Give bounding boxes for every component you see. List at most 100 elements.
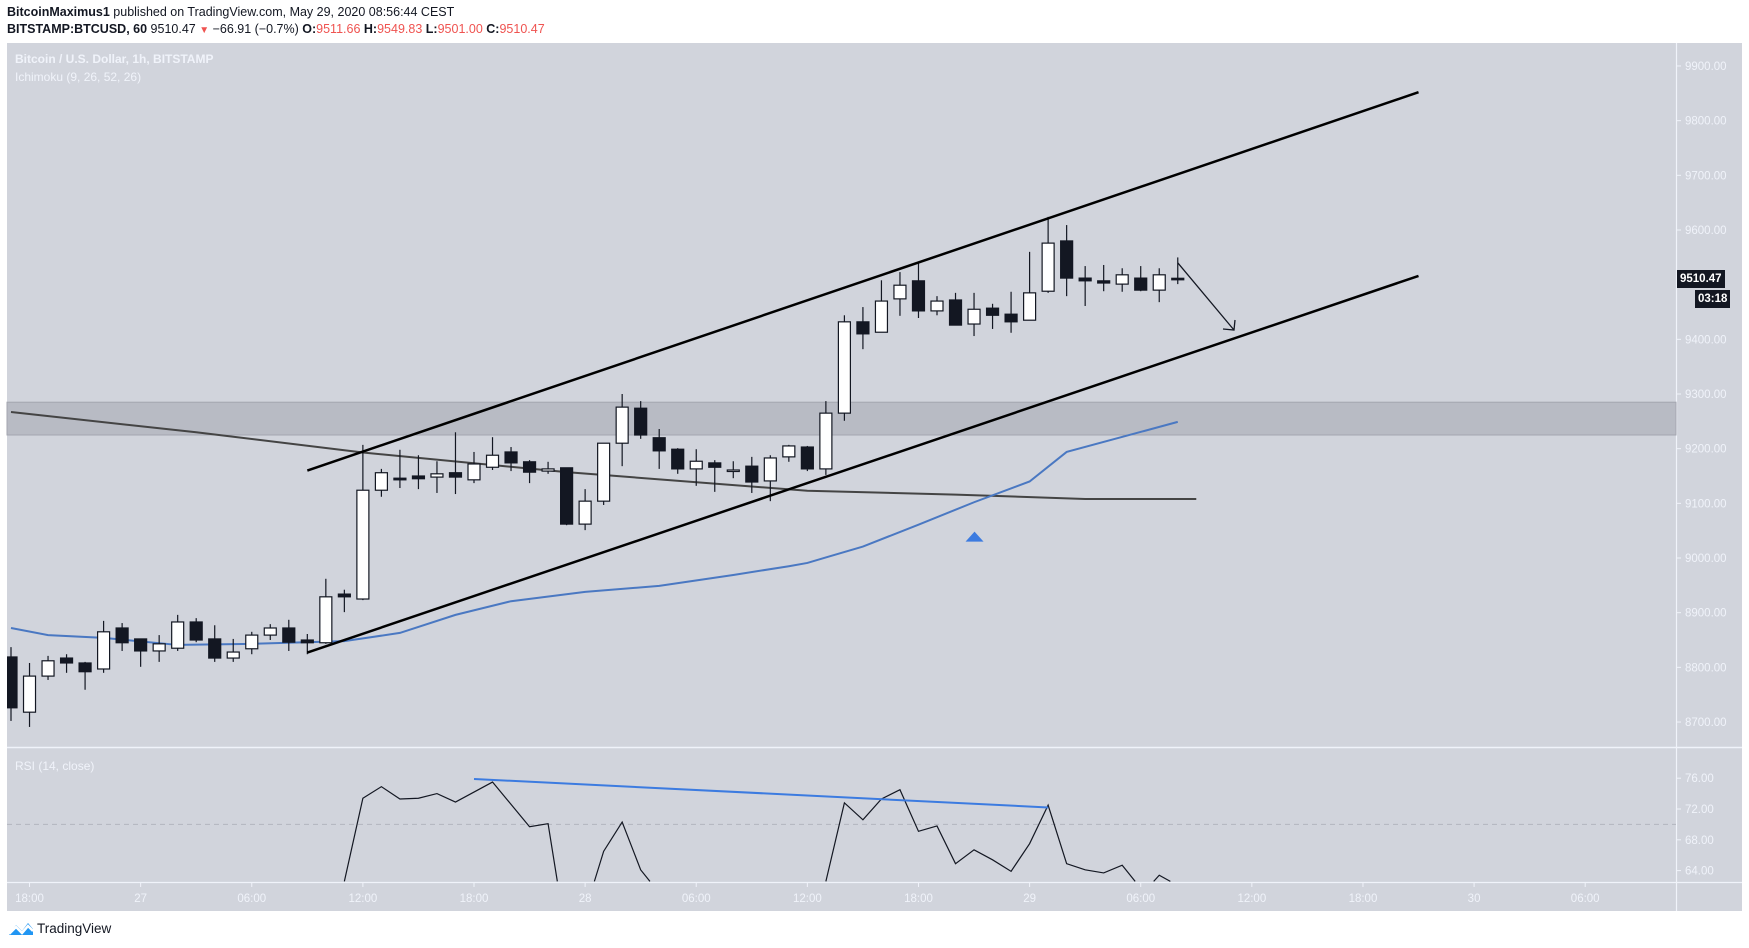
candle [948, 299, 963, 326]
candle [96, 631, 111, 670]
publish-date: published on TradingView.com, May 29, 20… [113, 5, 455, 19]
rsi-line [1153, 874, 1171, 882]
tradingview-wordmark: TradingView [37, 920, 112, 936]
candle [708, 462, 722, 468]
candle [7, 656, 18, 709]
rsi-tick-label: 72.00 [1685, 804, 1714, 816]
candle [856, 321, 870, 335]
candle [448, 472, 463, 478]
time-tick-label: 30 [1468, 893, 1481, 905]
channel-upper-line [306, 91, 1419, 472]
price-tick-label: 9000.00 [1685, 553, 1727, 565]
last-price-tag: 9510.47 [1677, 270, 1725, 288]
candle [559, 467, 574, 525]
time-tick-label: 06:00 [237, 893, 266, 905]
close-label: C: [486, 22, 500, 36]
candle [1097, 280, 1111, 284]
price-series [7, 91, 1419, 727]
candle [1078, 277, 1092, 282]
candle [671, 448, 685, 470]
author-name[interactable]: BitcoinMaximus1 [7, 5, 110, 19]
open-value: 9511.66 [316, 22, 361, 36]
time-tick-label: 27 [134, 893, 147, 905]
price-tick-label: 9200.00 [1685, 444, 1727, 456]
price-tick-label: 8900.00 [1685, 608, 1727, 620]
price-tick-label: 9400.00 [1685, 334, 1727, 346]
channel-lower-line [306, 274, 1419, 654]
candle [485, 454, 500, 468]
last-price: 9510.47 [150, 22, 196, 36]
time-tick-label: 06:00 [1126, 893, 1155, 905]
candle [1060, 240, 1074, 279]
candle [282, 627, 296, 643]
candle [763, 457, 777, 482]
rsi-legend[interactable]: RSI (14, close) [15, 759, 95, 773]
low-label: L: [425, 22, 438, 36]
candle [1171, 277, 1185, 281]
high-value: 9549.83 [377, 22, 423, 36]
time-tick-label: 18:00 [460, 893, 489, 905]
candle [78, 662, 92, 673]
rsi-line [825, 788, 1136, 882]
candle [522, 461, 537, 473]
symbol-info: BITSTAMP:BTCUSD, 60 9510.47 ▼ −66.91 (−0… [7, 22, 545, 36]
candle [1115, 274, 1129, 285]
candle [967, 308, 981, 325]
symbol-name: BITSTAMP:BTCUSD, 60 [7, 22, 148, 36]
high-label: H: [363, 22, 378, 36]
candle [152, 643, 166, 652]
candle [597, 442, 611, 502]
candle [985, 307, 1000, 316]
candle [800, 446, 814, 470]
time-tick-label: 28 [579, 893, 592, 905]
open-label: O: [302, 22, 317, 36]
candle [893, 284, 907, 300]
chart-area[interactable] [7, 43, 1742, 911]
chart-title: Bitcoin / U.S. Dollar, 1h, BITSTAMP [15, 52, 214, 66]
time-tick-label: 12:00 [793, 893, 822, 905]
candle [115, 627, 129, 644]
candle [59, 657, 74, 664]
rsi-tick-label: 76.00 [1685, 773, 1714, 785]
arrow-head-icon [1222, 319, 1236, 331]
candle [319, 596, 333, 644]
time-tick-label: 06:00 [682, 893, 711, 905]
signal-triangle-icon [965, 531, 984, 542]
rsi-tick-label: 68.00 [1685, 835, 1714, 847]
triangle-down-icon: ▼ [199, 25, 210, 36]
price-tick-label: 9900.00 [1685, 61, 1727, 73]
time-tick-label: 18:00 [15, 893, 44, 905]
price-change: −66.91 (−0.7%) [212, 22, 299, 36]
price-tick-label: 8700.00 [1685, 717, 1727, 729]
candle [634, 407, 648, 436]
candle [930, 300, 944, 312]
candle [1004, 313, 1018, 323]
candle [208, 638, 222, 659]
candle [300, 639, 314, 644]
rsi-divergence-line[interactable] [473, 777, 1049, 809]
candle [393, 477, 407, 481]
indicator-legend[interactable]: Ichimoku (9, 26, 52, 26) [15, 70, 142, 84]
candle [911, 280, 926, 312]
candle [541, 468, 555, 472]
candle [837, 321, 852, 414]
time-tick-label: 18:00 [904, 893, 933, 905]
candle [1152, 274, 1166, 291]
time-tick-label: 12:00 [348, 893, 377, 905]
tradingview-logo-icon [8, 923, 34, 935]
candle [374, 472, 388, 491]
candle [171, 621, 185, 649]
rsi-line [343, 781, 558, 882]
candle [226, 651, 240, 659]
footer-brand[interactable]: TradingView [8, 920, 111, 936]
candle [263, 627, 277, 636]
price-tick-label: 8800.00 [1685, 662, 1727, 674]
candle [430, 473, 444, 478]
time-tick-label: 29 [1023, 893, 1036, 905]
candle [411, 475, 426, 480]
time-tick-label: 12:00 [1237, 893, 1266, 905]
publish-info: BitcoinMaximus1 published on TradingView… [7, 5, 454, 19]
price-tick-label: 9700.00 [1685, 170, 1727, 182]
ichimoku-dark-line [10, 411, 1197, 500]
